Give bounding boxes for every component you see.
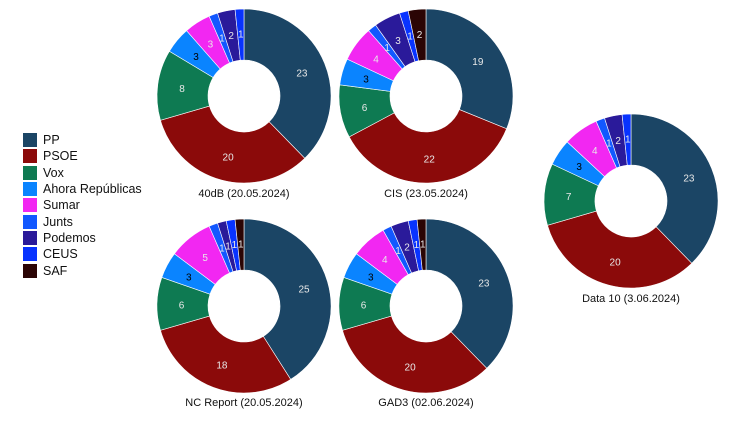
data-label: 1 (420, 240, 426, 251)
chart-title: NC Report (20.05.2024) (185, 397, 302, 409)
data-label: 22 (424, 154, 436, 165)
legend-label: Podemos (43, 230, 96, 245)
data-label: 20 (405, 362, 417, 373)
legend-item[interactable]: PP (23, 132, 142, 148)
data-label: 3 (193, 52, 199, 63)
data-label: 2 (417, 30, 423, 41)
data-label: 1 (219, 34, 225, 45)
data-label: 6 (361, 300, 367, 311)
data-label: 4 (382, 255, 388, 266)
slice-psoe[interactable] (348, 109, 507, 184)
legend-item[interactable]: Sumar (23, 197, 142, 213)
data-label: 1 (238, 240, 244, 251)
legend-item[interactable]: PSOE (23, 148, 142, 164)
slice-saf[interactable] (416, 218, 427, 271)
legend-label: PSOE (43, 149, 78, 164)
legend-label: Ahora Repúblicas (43, 182, 142, 197)
data-label: 4 (592, 146, 598, 157)
legend-swatch (23, 149, 37, 164)
legend-swatch (23, 247, 37, 262)
data-label: 1 (625, 135, 631, 146)
data-label: 1 (232, 240, 238, 251)
legend-label: CEUS (43, 247, 78, 262)
data-label: 3 (395, 36, 401, 47)
data-label: 2 (228, 31, 234, 42)
chart-title: CIS (23.05.2024) (384, 188, 468, 200)
legend-item[interactable]: SAF (23, 262, 142, 278)
legend-swatch (23, 198, 37, 213)
legend-item[interactable]: Podemos (23, 230, 142, 246)
slice-psoe[interactable] (342, 315, 488, 394)
slice-saf[interactable] (407, 8, 427, 62)
chart-title: GAD3 (02.06.2024) (378, 397, 473, 409)
data-label: 3 (576, 162, 582, 173)
data-label: 4 (373, 54, 379, 65)
data-label: 20 (223, 152, 235, 163)
data-label: 3 (186, 273, 192, 284)
data-label: 1 (384, 43, 390, 54)
legend-label: Sumar (43, 198, 80, 213)
data-label: 2 (615, 136, 621, 147)
legend-item[interactable]: Ahora Repúblicas (23, 181, 142, 197)
slice-pp[interactable] (243, 8, 332, 159)
data-label: 20 (610, 257, 622, 268)
legend-item[interactable]: Junts (23, 213, 142, 229)
data-label: 1 (606, 139, 612, 150)
data-label: 1 (225, 242, 231, 253)
data-label: 1 (407, 32, 413, 43)
data-label: 6 (362, 103, 368, 114)
slice-psoe[interactable] (160, 315, 292, 394)
legend-swatch (23, 165, 37, 180)
slice-pp[interactable] (243, 218, 332, 380)
legend-swatch (23, 133, 37, 148)
legend: PP PSOE Vox Ahora Repúblicas Sumar Junts Podem… (23, 132, 142, 279)
slice-pp[interactable] (630, 113, 719, 264)
slice-saf[interactable] (234, 218, 245, 271)
data-label: 18 (216, 360, 228, 371)
data-label: 25 (298, 285, 310, 296)
legend-label: Vox (43, 165, 64, 180)
legend-swatch (23, 182, 37, 197)
data-label: 2 (404, 242, 410, 253)
slice-ceus[interactable] (621, 113, 632, 166)
legend-item[interactable]: Vox (23, 165, 142, 181)
data-label: 1 (414, 240, 420, 251)
legend-swatch (23, 230, 37, 245)
legend-item[interactable]: CEUS (23, 246, 142, 262)
data-label: 19 (472, 57, 484, 68)
slice-ceus[interactable] (234, 8, 245, 61)
chart-title: Data 10 (3.06.2024) (582, 293, 680, 305)
data-label: 23 (296, 68, 308, 79)
slice-pp[interactable] (425, 8, 514, 130)
legend-label: Junts (43, 214, 73, 229)
slice-psoe[interactable] (160, 105, 306, 184)
legend-swatch (23, 214, 37, 229)
data-label: 5 (202, 253, 208, 264)
data-label: 3 (363, 75, 369, 86)
data-label: 1 (219, 244, 225, 255)
legend-label: PP (43, 133, 60, 148)
data-label: 8 (179, 84, 185, 95)
legend-label: SAF (43, 263, 68, 278)
data-label: 1 (238, 30, 244, 41)
data-label: 23 (683, 173, 695, 184)
data-label: 6 (179, 300, 185, 311)
chart-title: 40dB (20.05.2024) (198, 188, 289, 200)
data-label: 1 (395, 246, 401, 257)
data-label: 3 (368, 273, 374, 284)
data-label: 7 (566, 192, 572, 203)
slice-pp[interactable] (425, 218, 514, 369)
data-label: 23 (478, 278, 490, 289)
data-label: 3 (208, 39, 214, 50)
slice-psoe[interactable] (547, 210, 693, 289)
legend-swatch (23, 263, 37, 278)
